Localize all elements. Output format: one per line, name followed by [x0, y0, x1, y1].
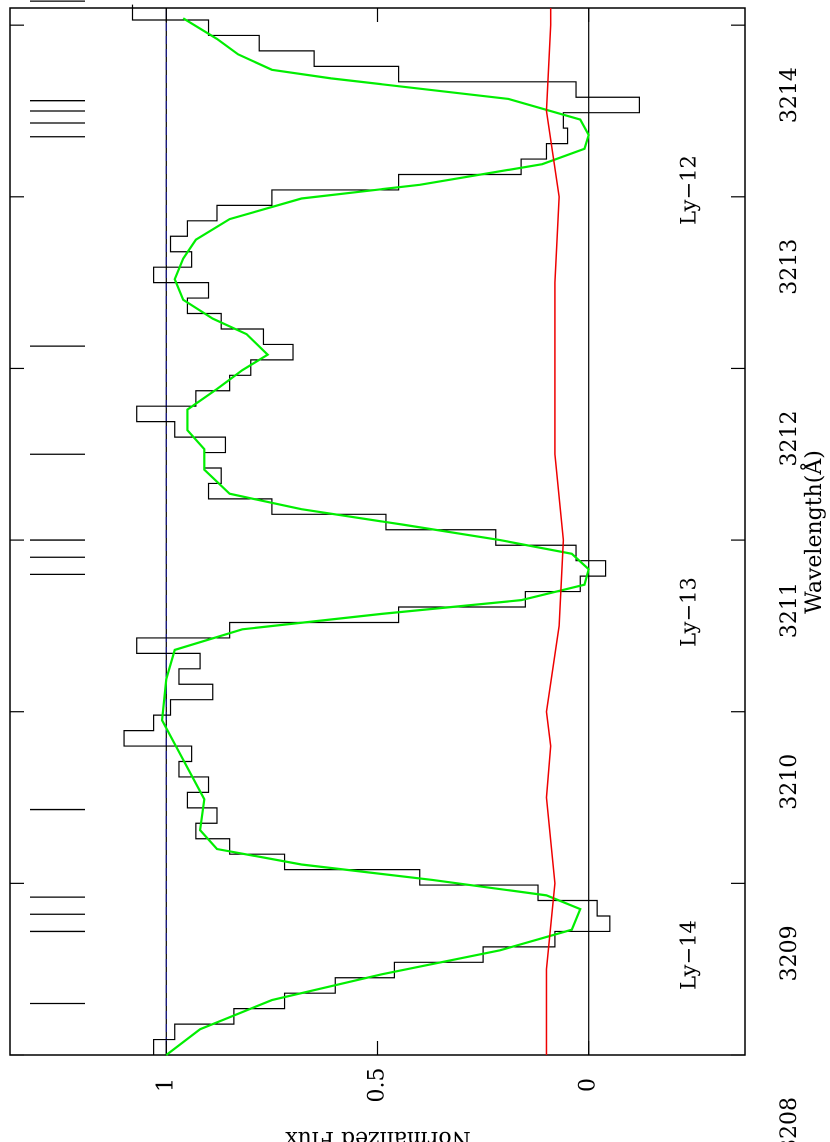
x-tick-label: 3214	[777, 67, 802, 123]
x-tick-label: 3213	[777, 239, 802, 295]
x-tick-label: 3208	[777, 1097, 802, 1142]
x-tick-label: 3212	[777, 410, 802, 466]
x-tick-label: 3210	[777, 754, 802, 810]
x-axis-label: Wavelength(Å)	[799, 450, 827, 614]
y-tick-label: 1	[153, 1078, 178, 1092]
series-error	[545, 8, 565, 1055]
plot-frame	[9, 7, 746, 1056]
x-tick-label: 3211	[777, 582, 802, 638]
annotation: Ly−14	[677, 920, 701, 990]
y-tick-label: 0	[576, 1078, 601, 1092]
annotation: Ly−13	[677, 577, 701, 647]
series-model	[160, 17, 590, 1056]
y-tick-label: 0.5	[365, 1068, 390, 1103]
annotation: Ly−12	[677, 155, 701, 225]
y-axis-label: Normalized Flux	[285, 1126, 471, 1142]
x-tick-label: 3209	[777, 925, 802, 981]
